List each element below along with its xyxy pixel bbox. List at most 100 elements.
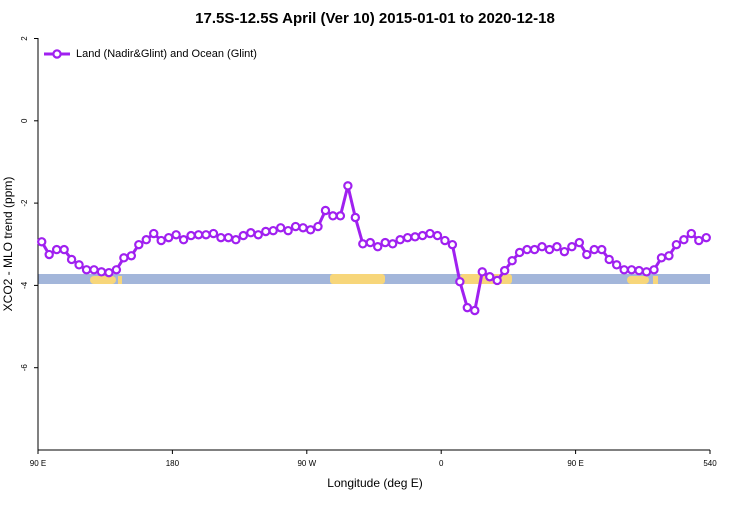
data-point [514, 247, 525, 258]
data-point [44, 249, 54, 260]
x-tick-label: 90 E [30, 459, 46, 468]
data-point [126, 251, 137, 261]
data-point [81, 265, 92, 275]
data-point [119, 253, 129, 263]
y-tick-label: -2 [20, 199, 29, 207]
data-point [66, 254, 77, 265]
land-patch [330, 274, 385, 284]
data-point [499, 265, 510, 276]
data-point [358, 239, 368, 249]
data-point [470, 305, 480, 316]
data-point [574, 237, 585, 248]
data-point [641, 267, 652, 277]
data-point [559, 246, 570, 257]
data-point [597, 244, 607, 255]
land-patch [653, 276, 658, 284]
x-tick-label: 90 E [567, 459, 583, 468]
data-point [59, 244, 69, 255]
data-point [529, 244, 540, 255]
data-point [365, 237, 375, 248]
data-point [171, 230, 181, 240]
y-tick-label: -6 [20, 364, 29, 372]
data-point [223, 232, 234, 243]
x-tick-label: 90 W [297, 459, 316, 468]
data-point [335, 211, 346, 221]
data-point [186, 230, 196, 241]
data-point [320, 205, 331, 216]
data-point [604, 254, 614, 265]
data-point [522, 244, 532, 255]
data-point [656, 253, 667, 263]
data-point [51, 244, 62, 255]
land-ocean-strip [38, 274, 710, 284]
data-point [290, 221, 301, 232]
data-point [238, 230, 249, 241]
data-point [440, 235, 450, 246]
data-point [104, 267, 114, 278]
data-point [373, 242, 383, 252]
data-point [402, 232, 413, 243]
y-axis-label: XCO2 - MLO trend (ppm) [1, 177, 15, 312]
data-point [216, 232, 226, 243]
data-point [447, 239, 458, 250]
data-point [328, 211, 338, 221]
data-point [37, 237, 47, 247]
data-point [649, 265, 659, 275]
data-point [231, 235, 241, 245]
data-point [477, 267, 487, 277]
data-point [417, 230, 428, 241]
data-point [485, 272, 495, 282]
data-point [74, 260, 84, 270]
data-point [582, 249, 592, 260]
data-point [246, 228, 256, 238]
data-point [111, 265, 122, 275]
data-point [134, 239, 144, 250]
data-point [343, 181, 353, 191]
data-point [634, 265, 644, 276]
data-point [313, 221, 323, 232]
x-axis-label: Longitude (deg E) [327, 476, 422, 490]
x-tick-label: 0 [439, 459, 444, 468]
data-point [432, 230, 443, 241]
data-point [275, 223, 286, 233]
data-point [253, 230, 263, 240]
data-point [201, 230, 211, 240]
data-point [626, 265, 637, 275]
data-point [178, 235, 189, 245]
data-point [462, 302, 473, 313]
data-point [208, 228, 219, 239]
data-point [96, 267, 107, 277]
data-point [679, 235, 689, 245]
data-point [141, 235, 151, 245]
data-point [567, 242, 577, 252]
data-point [89, 265, 99, 275]
x-tick-label: 540 [703, 459, 717, 468]
data-point [455, 276, 465, 287]
data-point [611, 260, 622, 270]
legend-label: Land (Nadir&Glint) and Ocean (Glint) [76, 48, 257, 60]
data-point [350, 212, 361, 223]
data-point [410, 232, 420, 242]
x-tick-label: 180 [166, 459, 180, 468]
data-point [193, 230, 204, 240]
data-point [283, 225, 293, 236]
data-point [686, 228, 697, 239]
data-point [544, 244, 555, 255]
data-point [380, 237, 390, 248]
y-tick-label: -4 [20, 281, 29, 289]
data-point [268, 225, 278, 236]
land-patch [627, 276, 649, 284]
data-point [425, 228, 435, 239]
land-patch [118, 276, 122, 284]
data-point [589, 244, 599, 255]
land-patch [90, 276, 116, 284]
data-point [305, 225, 316, 235]
data-point [537, 242, 547, 252]
data-point [694, 235, 704, 246]
y-tick-label: 2 [20, 36, 29, 41]
legend-marker [52, 49, 62, 59]
y-tick-label: 0 [20, 118, 29, 123]
data-point [261, 226, 271, 237]
data-point [395, 235, 405, 245]
